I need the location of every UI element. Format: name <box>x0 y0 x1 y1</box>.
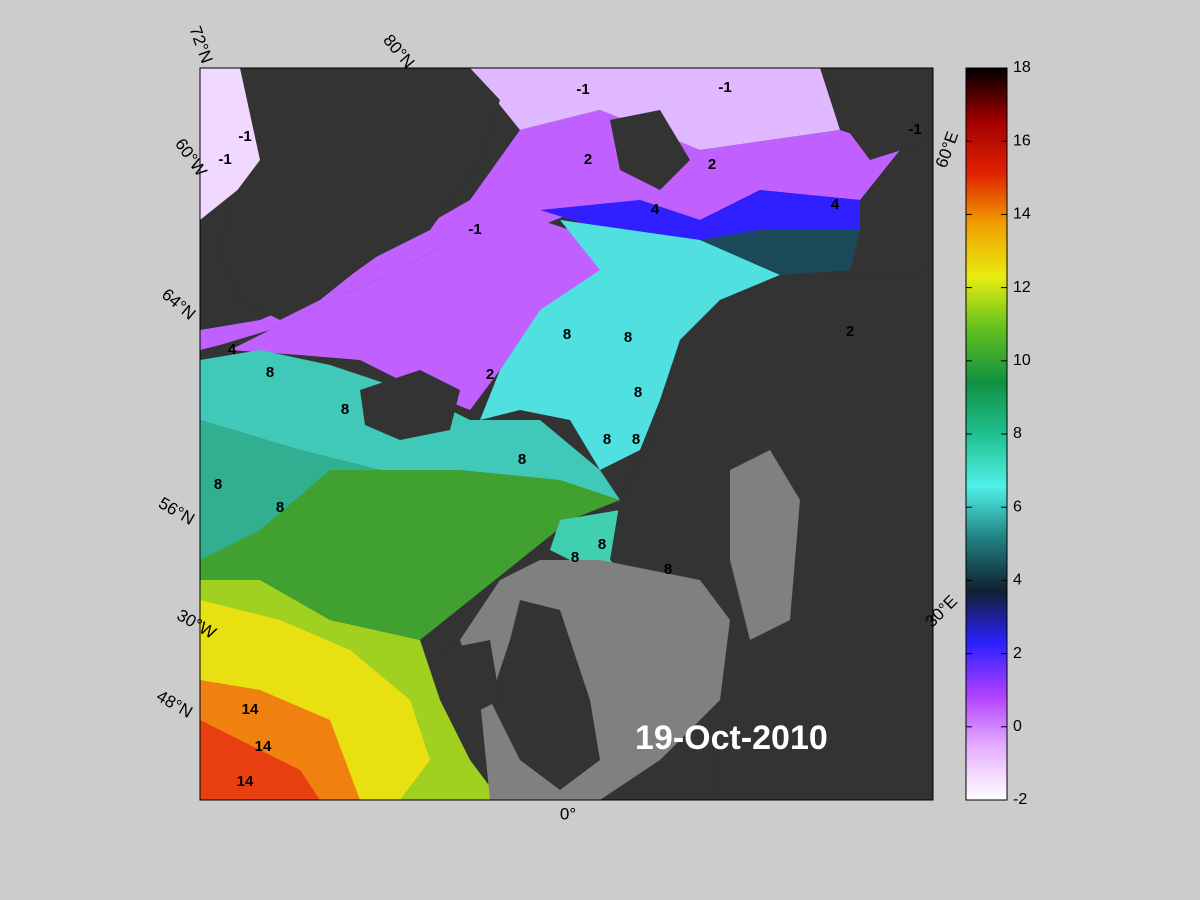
contour-label: 14 <box>242 701 259 718</box>
contour-label: 8 <box>341 401 349 418</box>
contour-label: -1 <box>908 121 921 138</box>
map-frame <box>199 67 934 801</box>
contour-label: 8 <box>276 499 284 516</box>
contour-label: 8 <box>214 476 222 493</box>
contour-label: 2 <box>846 323 854 340</box>
graticule-label: 80°N <box>379 31 418 72</box>
sea-cyan <box>480 220 780 470</box>
contour-label: -1 <box>576 81 589 98</box>
date-label: 19-Oct-2010 <box>635 719 828 757</box>
contour-label: 8 <box>624 329 632 346</box>
contour-label: 8 <box>563 326 571 343</box>
land-greenland <box>220 68 500 320</box>
sea-cold <box>470 68 840 150</box>
colorbar-tick-label: 12 <box>1013 279 1031 296</box>
contour-label: 14 <box>237 773 254 790</box>
colorbar-tick-label: 6 <box>1013 498 1022 515</box>
sea-violet <box>200 110 900 350</box>
contour-label: 8 <box>603 431 611 448</box>
contour-label: -1 <box>468 221 481 238</box>
colorbar <box>965 67 1008 801</box>
sea-red <box>200 720 320 800</box>
sea-green <box>200 470 620 640</box>
contour-label: 4 <box>228 341 237 358</box>
land-svalbard <box>610 110 690 190</box>
contour-label: -1 <box>218 151 231 168</box>
contour-label: 4 <box>651 201 660 218</box>
sea-blue <box>540 190 860 240</box>
contour-label: 2 <box>584 151 592 168</box>
sea-masked-baltic <box>730 450 800 640</box>
graticule-label: 56°N <box>155 493 197 528</box>
contour-label: 8 <box>664 561 672 578</box>
contour-label: -1 <box>238 128 251 145</box>
graticule-label: 64°N <box>158 285 199 324</box>
colorbar-tick-label: 8 <box>1013 425 1022 442</box>
colorbar-tick-label: 18 <box>1013 59 1031 76</box>
contour-label: -1 <box>718 79 731 96</box>
land-novaya <box>830 68 933 160</box>
graticule-label: 48°N <box>153 686 195 721</box>
colorbar-tick-label: 10 <box>1013 352 1031 369</box>
contour-label: 2 <box>486 366 494 383</box>
contour-label: 2 <box>708 156 716 173</box>
contour-label: 8 <box>598 536 606 553</box>
map-area <box>200 68 933 800</box>
colorbar-tick-label: -2 <box>1013 791 1027 808</box>
contour-label: 4 <box>831 196 840 213</box>
contour-label: 8 <box>634 384 642 401</box>
contour-label: 8 <box>632 431 640 448</box>
colorbar-tick-label: 16 <box>1013 132 1031 149</box>
sea-dark <box>700 230 860 275</box>
colorbar-tick-label: 0 <box>1013 718 1022 735</box>
sea-violet <box>230 220 610 410</box>
graticule-label: 0° <box>560 804 576 823</box>
land-britain <box>490 600 600 790</box>
graticule-label: 72°N <box>186 24 217 66</box>
graticule-label: 60°E <box>932 129 963 170</box>
colorbar-tick-label: 14 <box>1013 206 1031 223</box>
land-iceland <box>360 370 460 440</box>
contour-label: 8 <box>518 451 526 468</box>
contour-label: 8 <box>266 364 274 381</box>
colorbar-tick-label: 4 <box>1013 572 1022 589</box>
land-ireland <box>440 640 500 720</box>
contour-label: 14 <box>255 738 272 755</box>
colorbar-tick-label: 2 <box>1013 645 1022 662</box>
contour-label: 8 <box>571 549 579 566</box>
